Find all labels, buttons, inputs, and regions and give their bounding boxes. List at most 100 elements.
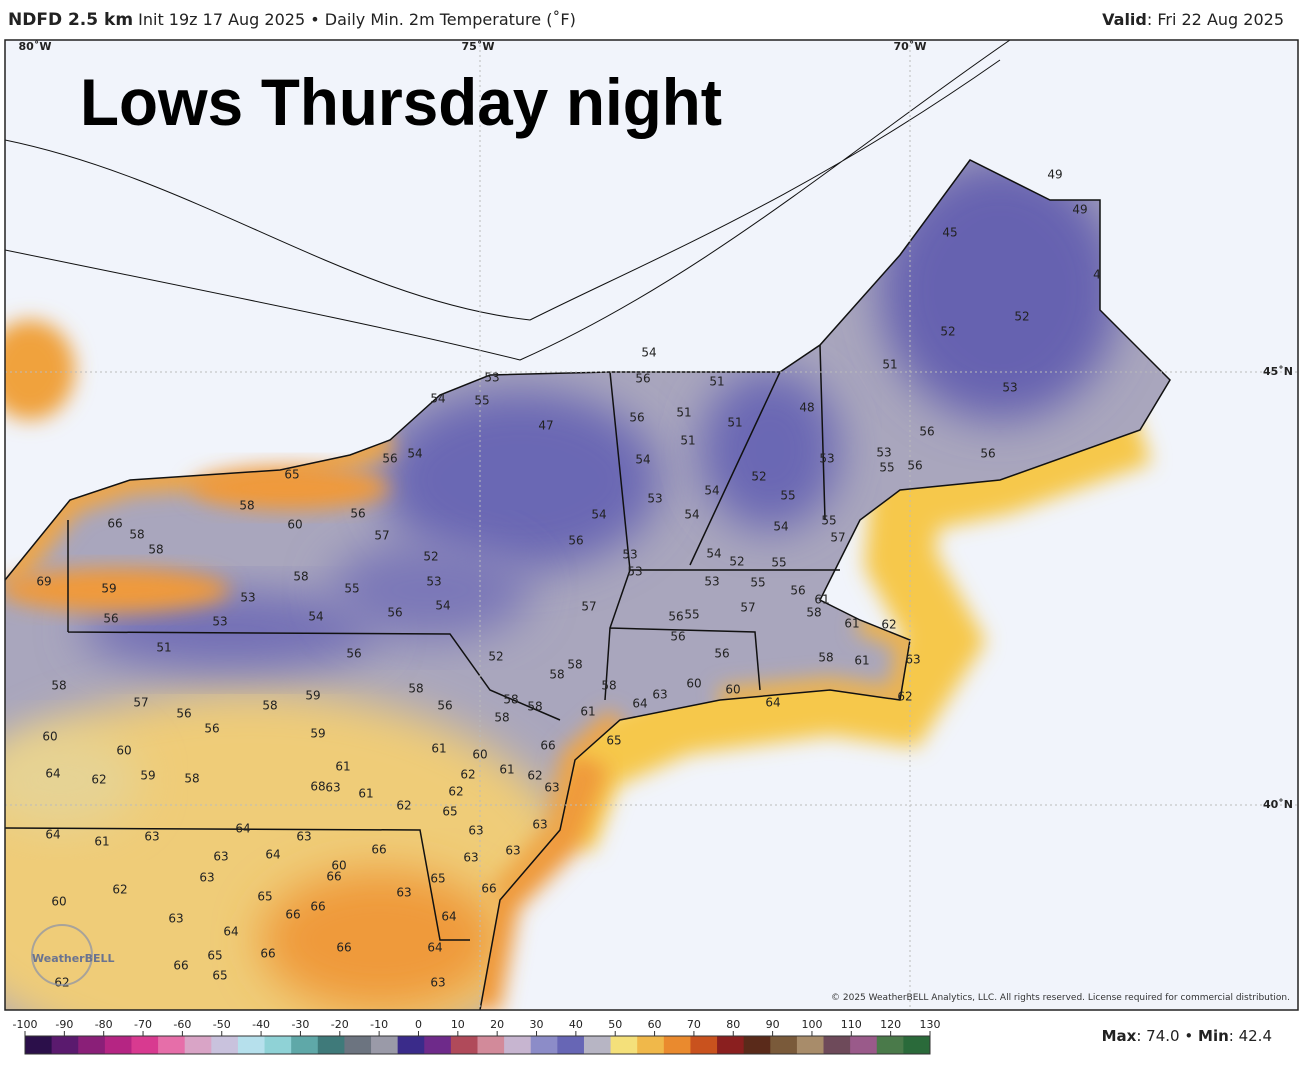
colorbar-segment — [690, 1036, 718, 1054]
temperature-label: 65 — [442, 805, 457, 819]
header: NDFD 2.5 km Init 19z 17 Aug 2025 • Daily… — [8, 10, 576, 30]
temperature-label: 55 — [474, 394, 489, 408]
temperature-label: 58 — [818, 651, 833, 665]
temperature-label: 55 — [771, 556, 786, 570]
max-label: Max — [1101, 1027, 1137, 1045]
temperature-label: 66 — [285, 908, 300, 922]
graticule-label: 40˚N — [1263, 798, 1293, 811]
temperature-label: 61 — [335, 760, 350, 774]
temperature-label: 58 — [262, 699, 277, 713]
temperature-label: 62 — [460, 768, 475, 782]
temperature-label: 60 — [42, 730, 57, 744]
colorbar-segment — [78, 1036, 106, 1054]
temperature-label: 61 — [854, 654, 869, 668]
temperature-label: 62 — [54, 976, 69, 990]
temperature-label: 65 — [207, 949, 222, 963]
temperature-label: 56 — [980, 447, 995, 461]
temperature-label: 53 — [622, 548, 637, 562]
coastal-water — [527, 397, 1152, 853]
temperature-label: 64 — [223, 925, 238, 939]
colorbar-tick-label: 110 — [841, 1018, 862, 1031]
colorbar-segment — [25, 1036, 53, 1054]
temperature-label: 60 — [287, 518, 302, 532]
temperature-label: 56 — [382, 452, 397, 466]
overlay-title: Lows Thursday night — [80, 65, 722, 139]
temperature-label: 56 — [204, 722, 219, 736]
temperature-label: 65 — [257, 890, 272, 904]
temperature-label: 63 — [532, 818, 547, 832]
temperature-label: 56 — [670, 630, 685, 644]
temperature-label: 55 — [821, 514, 836, 528]
graticule-label: 45˚N — [1263, 365, 1293, 378]
colorbar-border — [24, 1035, 931, 1055]
cool-area — [880, 160, 1120, 420]
warm-area — [260, 870, 500, 1010]
temperature-label: 63 — [144, 830, 159, 844]
temperature-label: 63 — [463, 851, 478, 865]
temperature-label: 64 — [265, 848, 280, 862]
colorbar-tick-label: -60 — [173, 1018, 191, 1031]
temperature-label: 53 — [426, 575, 441, 589]
colorbar-segment — [583, 1036, 612, 1054]
warm-area — [5, 320, 75, 420]
colorbar-segment — [211, 1036, 239, 1054]
graticule — [5, 40, 1298, 1010]
temperature-label: 56 — [176, 707, 191, 721]
colorbar-segment — [903, 1036, 931, 1054]
colorbar-segment — [344, 1036, 372, 1054]
temperature-label: 51 — [676, 406, 691, 420]
temperature-label: 65 — [606, 734, 621, 748]
temperature-label: 56 — [714, 647, 729, 661]
temperature-label: 65 — [430, 872, 445, 886]
temperature-label: 62 — [396, 799, 411, 813]
temperature-label: 61 — [580, 705, 595, 719]
temperature-label: 4 — [1093, 268, 1101, 282]
temperature-label: 56 — [568, 534, 583, 548]
colorbar-segment — [743, 1036, 771, 1054]
colorbar-segment — [717, 1036, 745, 1054]
temperature-label: 54 — [435, 599, 450, 613]
graticule-label: 75˚W — [462, 40, 495, 53]
temperature-label: 64 — [45, 828, 60, 842]
temperature-label: 58 — [503, 693, 518, 707]
temperature-label: 62 — [897, 690, 912, 704]
temperature-label: 53 — [704, 575, 719, 589]
temperature-label: 47 — [538, 419, 553, 433]
temperature-label: 65 — [212, 969, 227, 983]
state-line — [5, 344, 840, 941]
temperature-label: 57 — [374, 529, 389, 543]
temperature-label: 57 — [581, 600, 596, 614]
separator: • — [310, 10, 320, 29]
temperature-label: 63 — [213, 850, 228, 864]
temperature-label: 56 — [635, 372, 650, 386]
temperature-label: 58 — [806, 606, 821, 620]
temperature-label: 61 — [844, 617, 859, 631]
valid-value: : Fri 22 Aug 2025 — [1146, 10, 1284, 29]
temperature-label: 64 — [632, 697, 647, 711]
min-label: Min — [1198, 1027, 1229, 1045]
copyright: © 2025 WeatherBELL Analytics, LLC. All r… — [831, 993, 1290, 1003]
colorbar-tick-label: 10 — [451, 1018, 465, 1031]
temperature-label: 49 — [1072, 203, 1087, 217]
cool-area — [700, 370, 840, 530]
colorbar-segment — [450, 1036, 478, 1054]
colorbar-tick-label: -70 — [134, 1018, 152, 1031]
colorbar-tick-label: -20 — [331, 1018, 349, 1031]
colorbar-segment — [158, 1036, 186, 1054]
temperature-label: 61 — [431, 742, 446, 756]
temperature-label: 59 — [310, 727, 325, 741]
temperature-label: 56 — [629, 411, 644, 425]
temperature-label: 54 — [684, 508, 699, 522]
temperature-label: 66 — [371, 843, 386, 857]
colorbar-segment — [557, 1036, 585, 1054]
colorbar-segment — [131, 1036, 159, 1054]
temperature-label: 57 — [133, 696, 148, 710]
temperature-label: 69 — [36, 575, 51, 589]
temperature-label: 54 — [430, 392, 445, 406]
temperature-label: 60 — [51, 895, 66, 909]
graticule-label: 80˚W — [19, 40, 52, 53]
temperature-label: 54 — [641, 346, 656, 360]
temperature-label: 52 — [751, 470, 766, 484]
lake — [5, 568, 230, 612]
